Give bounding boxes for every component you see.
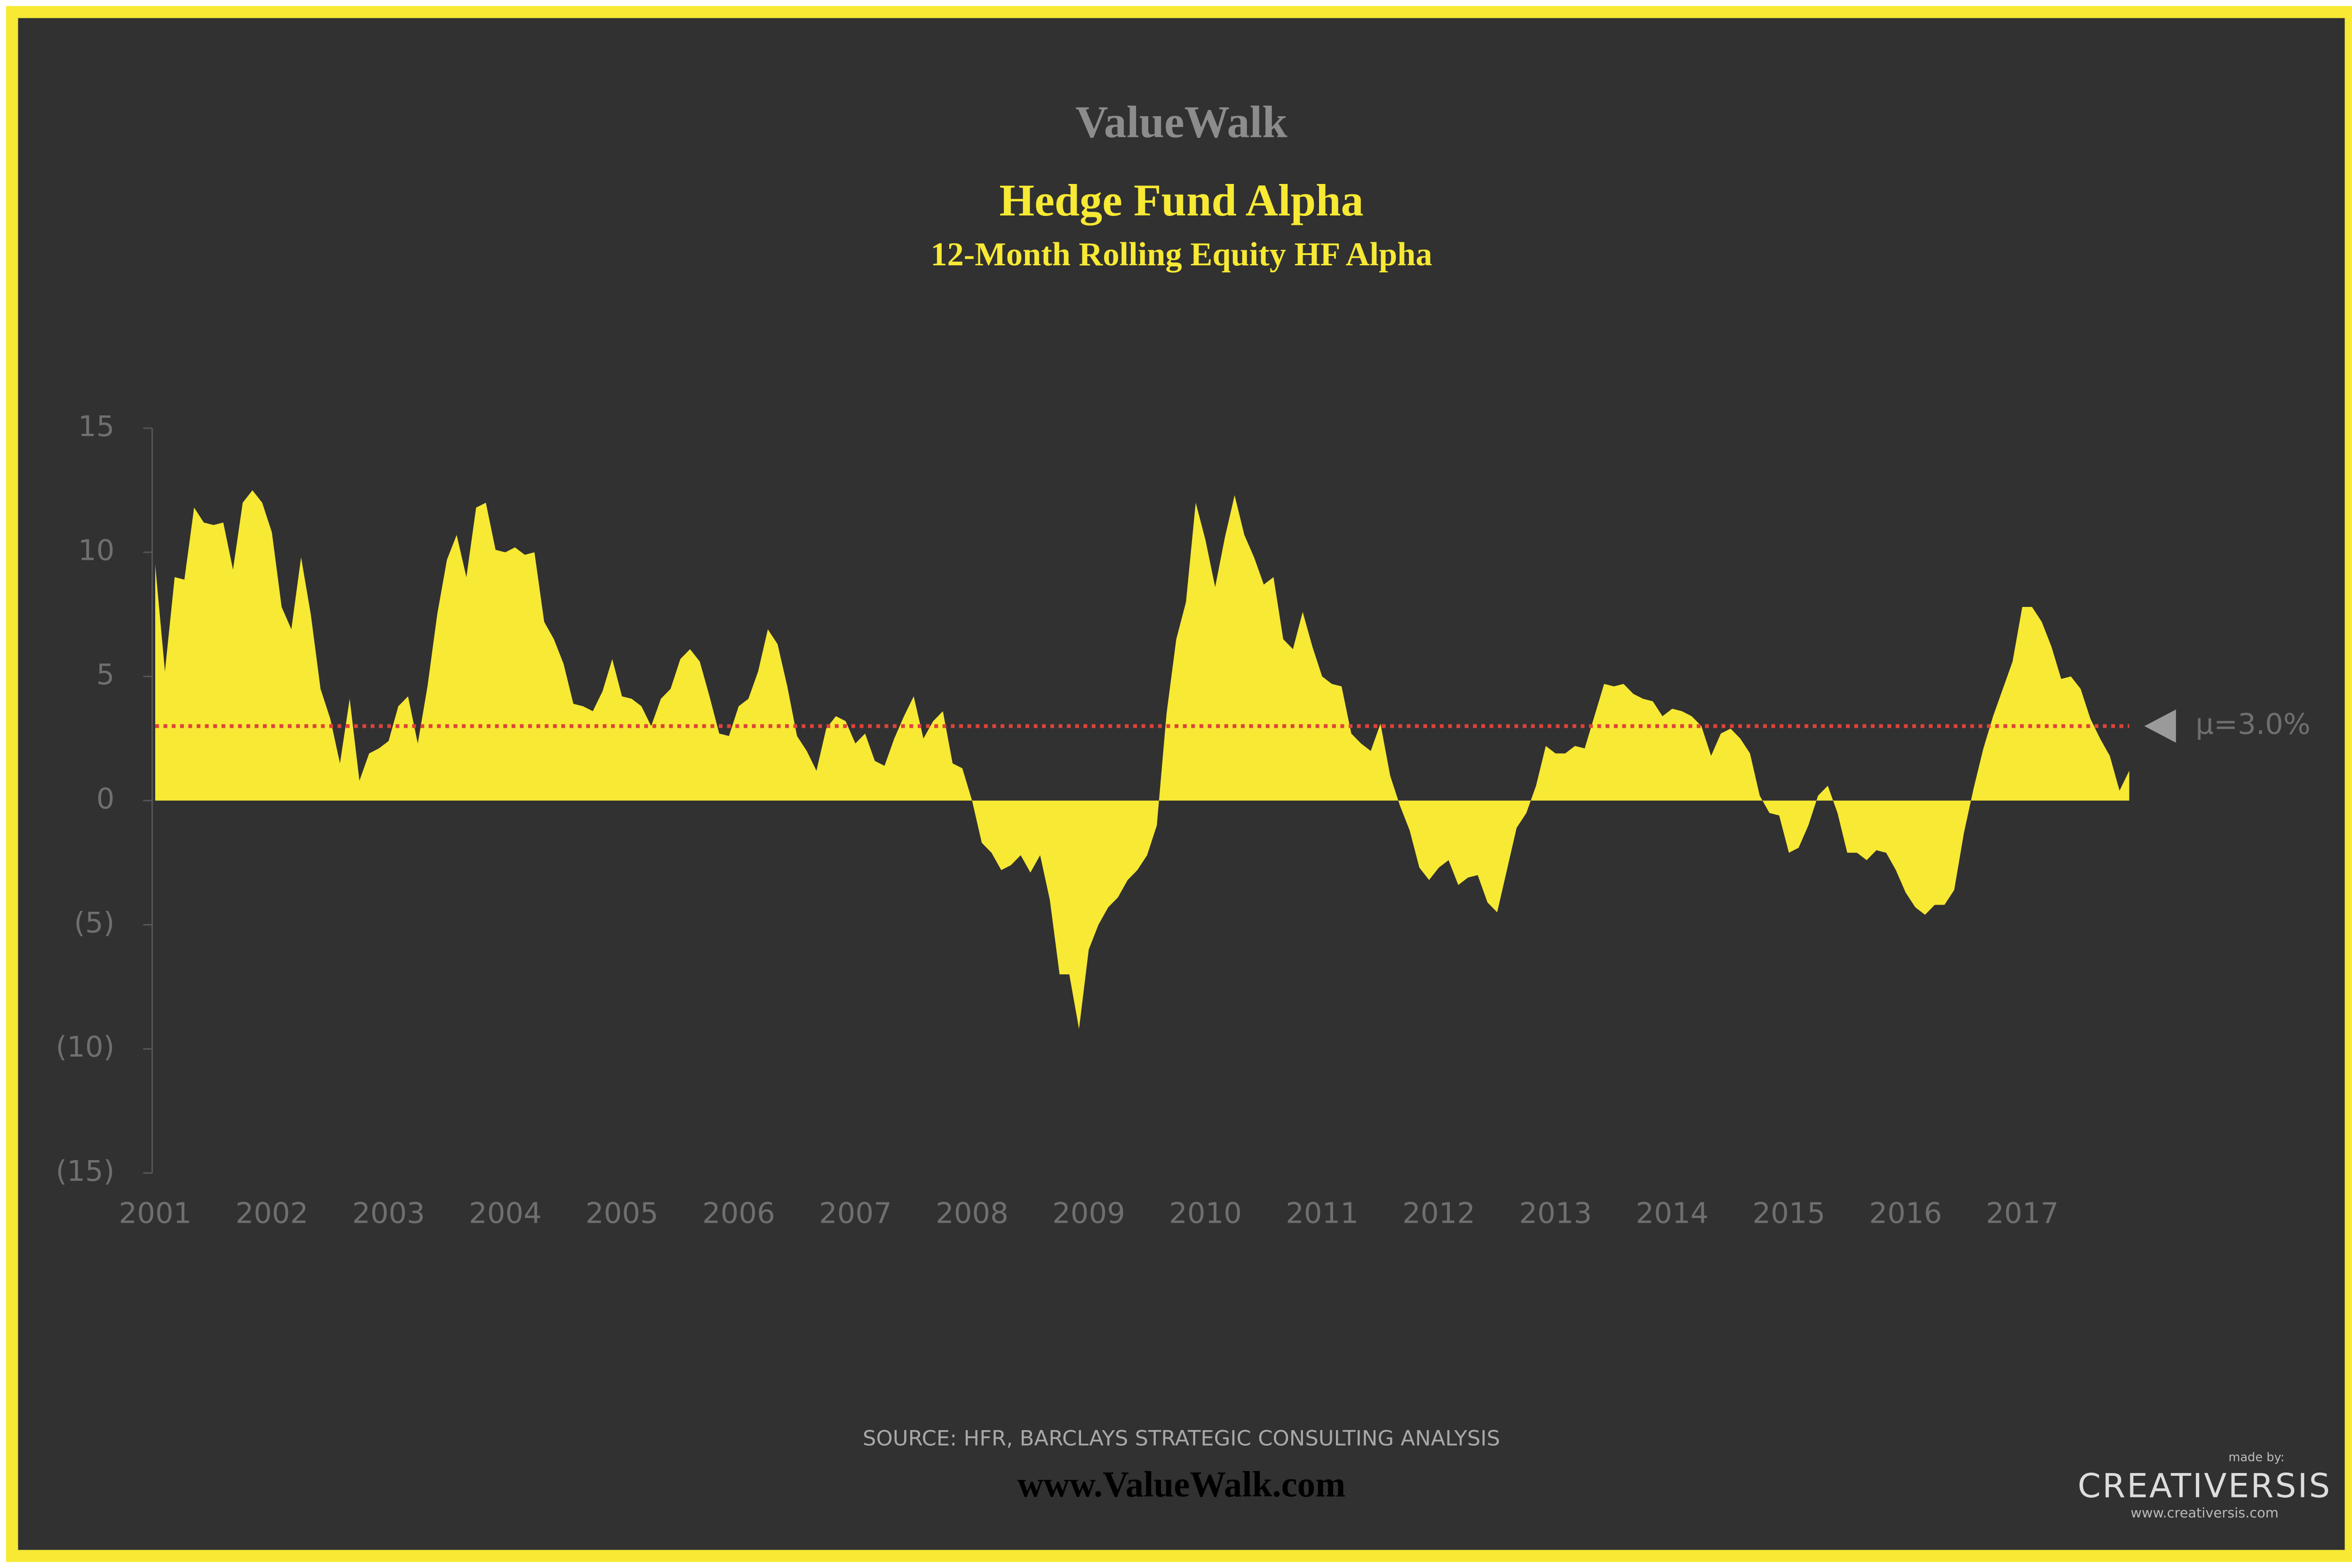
y-tick-label: (15) [56,1154,115,1188]
y-tick-label: 0 [96,782,115,815]
x-tick-label: 2001 [119,1197,192,1230]
x-tick-label: 2002 [236,1197,309,1230]
footer-url: www.ValueWalk.com [1017,1464,1346,1504]
x-tick-label: 2009 [1052,1197,1125,1230]
made-by: made by: [2228,1450,2284,1465]
plot-area: (15) (10) (5) 0 5 10 15 2001 2002 2003 2004 2005 200… [56,410,2311,1230]
area [155,490,2130,1029]
brand: ValueWalk [1075,96,1287,147]
mean-marker [2144,709,2176,743]
x-tick-label: 2015 [1753,1197,1826,1230]
x-tick-label: 2010 [1169,1197,1242,1230]
y-tick-label: 5 [96,658,115,691]
x-tick-label: 2016 [1869,1197,1942,1230]
x-tick-label: 2005 [586,1197,659,1230]
logo: CREATIVERSIS [2078,1467,2332,1505]
x-tick-label: 2013 [1519,1197,1592,1230]
mean-label: µ=3.0% [2195,708,2310,741]
x-tick-label: 2017 [1986,1197,2059,1230]
y-tick-label: 10 [78,534,114,567]
x-tick-label: 2011 [1286,1197,1359,1230]
x-tick-label: 2004 [469,1197,542,1230]
logo-url: www.creativersis.com [2130,1505,2278,1521]
source-note: SOURCE: HFR, BARCLAYS STRATEGIC CONSULTI… [863,1426,1500,1451]
chart-title: Hedge Fund Alpha [999,175,1363,225]
x-tick-label: 2006 [702,1197,775,1230]
x-tick-label: 2007 [819,1197,892,1230]
x-tick-label: 2012 [1402,1197,1475,1230]
y-tick-label: (10) [56,1030,115,1064]
y-tick-label: 15 [78,410,114,443]
chart-subtitle: 12-Month Rolling Equity HF Alpha [930,236,1432,273]
x-tick-label: 2003 [352,1197,425,1230]
y-tick-label: (5) [74,906,114,939]
x-tick-label: 2008 [936,1197,1009,1230]
x-tick-label: 2014 [1636,1197,1708,1230]
